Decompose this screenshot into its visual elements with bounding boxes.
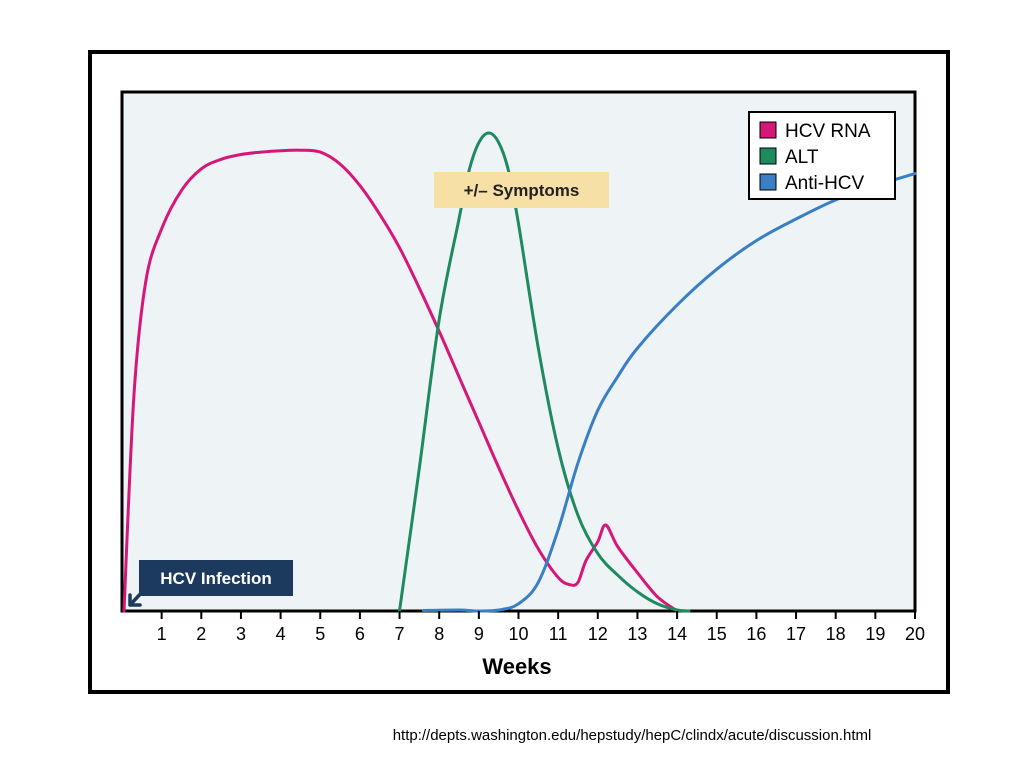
x-tick-label: 8 <box>434 624 444 644</box>
symptoms-box <box>434 172 609 208</box>
x-tick-label: 3 <box>236 624 246 644</box>
series-line-hcv-rna <box>122 148 679 613</box>
legend-swatch-anti-hcv <box>759 173 777 191</box>
x-tick-label: 1 <box>157 624 167 644</box>
x-tick-label: 16 <box>746 624 766 644</box>
legend-swatch-hcv-rna <box>759 121 777 139</box>
x-tick-label: 15 <box>707 624 727 644</box>
infection-label: HCV Infection <box>160 569 271 588</box>
legend-item-alt: ALT <box>759 147 819 168</box>
source-url: http://depts.washington.edu/hepstudy/hep… <box>392 727 872 744</box>
x-tick-label: 13 <box>627 624 647 644</box>
symptoms-annotation: +/– Symptoms <box>434 172 609 208</box>
infection-arrow-icon <box>128 588 146 607</box>
x-tick-label: 6 <box>355 624 365 644</box>
legend-item-hcv-rna: HCV RNA <box>759 121 871 142</box>
figure-frame: 1 2 3 4 5 6 7 8 9 10 11 12 13 14 15 16 17 18 19 20 Weeks +/… <box>88 50 950 694</box>
legend-label-hcv-rna: HCV RNA <box>785 121 871 142</box>
x-tick-label: 10 <box>508 624 528 644</box>
symptoms-label: +/– Symptoms <box>464 181 580 200</box>
x-tick-label: 19 <box>865 624 885 644</box>
series-line-anti-hcv <box>421 172 917 613</box>
legend: HCV RNA ALT Anti-HCV <box>748 111 896 200</box>
legend-label-alt: ALT <box>785 147 819 168</box>
infection-box <box>139 560 293 596</box>
x-tick-label: 4 <box>276 624 286 644</box>
x-axis-title: Weeks <box>482 654 551 679</box>
x-tick-label: 18 <box>826 624 846 644</box>
legend-item-anti-hcv: Anti-HCV <box>759 173 865 194</box>
x-tick-label: 9 <box>474 624 484 644</box>
x-tick-label: 20 <box>905 624 925 644</box>
x-tick-label: 7 <box>395 624 405 644</box>
x-tick-label: 17 <box>786 624 806 644</box>
x-tick-label: 12 <box>588 624 608 644</box>
legend-label-anti-hcv: Anti-HCV <box>785 173 865 194</box>
x-tick-label: 14 <box>667 624 687 644</box>
legend-swatch-alt <box>759 147 777 165</box>
series-line-alt <box>398 131 691 613</box>
x-axis-ticks: 1 2 3 4 5 6 7 8 9 10 11 12 13 14 15 16 17 18 19 20 <box>157 611 925 644</box>
infection-annotation: HCV Infection <box>128 560 293 607</box>
x-tick-label: 5 <box>315 624 325 644</box>
line-chart: 1 2 3 4 5 6 7 8 9 10 11 12 13 14 15 16 17 18 19 20 Weeks +/… <box>120 90 925 679</box>
x-tick-label: 2 <box>196 624 206 644</box>
x-tick-label: 11 <box>549 624 568 644</box>
series-lines <box>122 131 917 613</box>
